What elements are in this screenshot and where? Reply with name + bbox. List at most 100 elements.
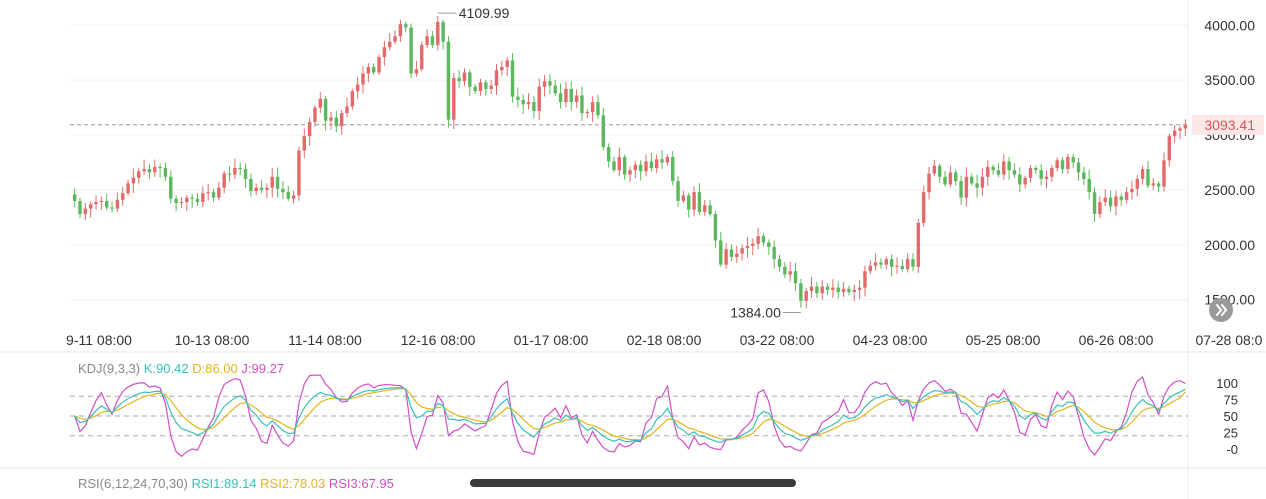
kdj-d-line: [74, 388, 1186, 441]
y-tick-label: 2000.00: [1204, 237, 1255, 253]
candle-body: [703, 205, 707, 212]
candle-body: [868, 265, 872, 272]
candle-body: [740, 248, 744, 254]
high-marker-label: 4109.99: [459, 5, 510, 21]
candle-body: [110, 207, 114, 209]
candle-body: [436, 21, 440, 46]
candle-body: [1124, 192, 1129, 200]
candle-body: [735, 253, 739, 257]
x-tick-label: 03-22 08:00: [740, 332, 815, 348]
candle-body: [510, 60, 515, 97]
candle-body: [88, 204, 93, 209]
candle-body: [291, 195, 296, 199]
candle-body: [756, 236, 760, 244]
candle-body: [1082, 172, 1086, 179]
candle-body: [975, 183, 979, 188]
candle-body: [815, 286, 819, 294]
candle-body: [767, 242, 771, 248]
candle-body: [905, 259, 910, 270]
x-tick-label: 06-26 08:00: [1079, 332, 1154, 348]
candle-body: [948, 172, 953, 185]
candle-body: [339, 113, 344, 127]
y-tick-label: 3500.00: [1204, 72, 1255, 88]
candle-body: [334, 117, 339, 127]
candle-body: [500, 66, 504, 71]
candle-body: [307, 121, 312, 137]
candle-body: [1087, 178, 1091, 193]
candle-body: [99, 200, 104, 203]
rsi2-value: RSI2:78.03: [260, 476, 326, 491]
candle-body: [1140, 169, 1145, 179]
candle-body: [254, 187, 258, 192]
candle-body: [388, 41, 392, 48]
candle-body: [564, 88, 568, 103]
candle-body: [1092, 192, 1097, 215]
candle-body: [644, 161, 648, 172]
candle-body: [1108, 197, 1113, 207]
candle-body: [163, 167, 168, 177]
candle-body: [622, 157, 627, 175]
kdj-j-value: J:99.27: [241, 361, 285, 376]
candle-body: [366, 66, 371, 74]
candle-body: [548, 81, 552, 86]
candle-body: [185, 197, 189, 203]
candle-body: [201, 193, 205, 203]
last-price-label: 3093.41: [1204, 117, 1255, 133]
scroll-latest-button[interactable]: [1209, 298, 1233, 322]
y-tick-label: 2500.00: [1204, 182, 1255, 198]
x-tick-label: 9-11 08:00: [66, 332, 132, 348]
candle-body: [1018, 174, 1022, 185]
x-tick-label: 07-28 08:0: [1196, 332, 1263, 348]
candle-body: [313, 107, 317, 122]
candle-body: [526, 102, 531, 105]
candle-body: [158, 166, 162, 168]
candle-body: [494, 70, 499, 86]
candle-body: [516, 96, 520, 100]
last-price-tag: [1192, 114, 1264, 135]
candle-body: [147, 169, 152, 173]
candle-body: [863, 271, 867, 288]
candle-body: [286, 192, 290, 199]
candle-body: [937, 165, 942, 177]
candle-body: [943, 176, 947, 185]
candle-body: [72, 194, 77, 201]
candle-body: [489, 85, 493, 89]
candle-body: [270, 176, 274, 188]
candle-body: [414, 69, 419, 74]
candle-body: [585, 111, 589, 114]
candle-body: [895, 265, 899, 267]
horizontal-scrollbar[interactable]: [470, 479, 796, 487]
candle-body: [142, 169, 146, 172]
candle-body: [1076, 162, 1081, 173]
candle-body: [1071, 157, 1075, 163]
candle-body: [660, 159, 664, 163]
candle-body: [1012, 170, 1017, 175]
candle-body: [847, 288, 851, 293]
candle-body: [441, 21, 445, 42]
rsi-legend: RSI(6,12,24,70,30) RSI1:89.14 RSI2:78.03…: [78, 476, 394, 491]
candle-body: [799, 283, 803, 301]
candle-body: [249, 178, 253, 192]
candle-body: [355, 84, 360, 92]
candle-body: [275, 176, 280, 189]
candle-body: [377, 57, 381, 73]
candle-body: [115, 199, 120, 209]
candle-body: [94, 202, 98, 205]
kdj-y-tick-label: 75: [1224, 393, 1238, 408]
candle-body: [169, 176, 173, 199]
candle-body: [222, 173, 226, 188]
candle-body: [879, 262, 883, 265]
candle-body: [1135, 178, 1139, 189]
candle-body: [964, 176, 969, 198]
candle-body: [1007, 161, 1011, 171]
candle-body: [745, 245, 750, 249]
candle-body: [831, 287, 835, 290]
candle-body: [638, 164, 643, 172]
candle-body: [409, 27, 413, 74]
candle-body: [83, 208, 88, 215]
kdj-legend: KDJ(9,3,3) K:90.42 D:86.00 J:99.27: [78, 361, 284, 376]
candle-body: [932, 165, 937, 174]
candle-body: [991, 166, 995, 171]
candle-body: [468, 72, 472, 87]
